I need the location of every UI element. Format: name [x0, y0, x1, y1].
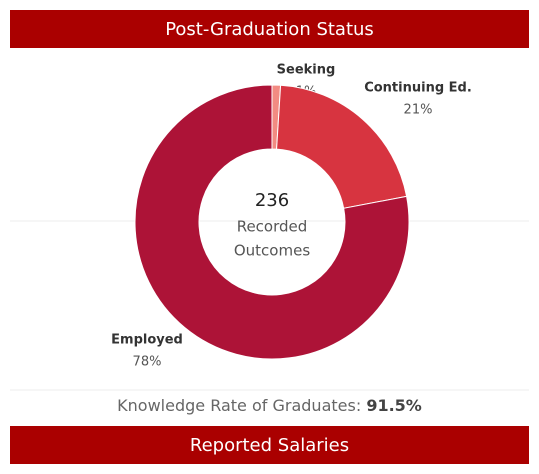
- slice-value: 21%: [404, 103, 433, 118]
- slice-label: Employed: [111, 333, 183, 348]
- section-header: Post-Graduation Status: [10, 10, 529, 48]
- section-header: Reported Salaries: [10, 426, 529, 464]
- donut-slice: [276, 84, 408, 209]
- slice-value: 78%: [133, 355, 162, 370]
- slice-label: Continuing Ed.: [364, 81, 472, 96]
- center-label: Recorded: [237, 218, 308, 236]
- knowledge-rate-label: Knowledge Rate of Graduates:: [117, 396, 362, 415]
- knowledge-rate: Knowledge Rate of Graduates: 91.5%: [0, 396, 539, 415]
- donut-slice: [134, 84, 410, 360]
- center-label: Outcomes: [234, 242, 310, 260]
- slice-label: Seeking: [277, 63, 336, 78]
- center-value: 236: [255, 190, 289, 211]
- knowledge-rate-value: 91.5%: [366, 396, 422, 415]
